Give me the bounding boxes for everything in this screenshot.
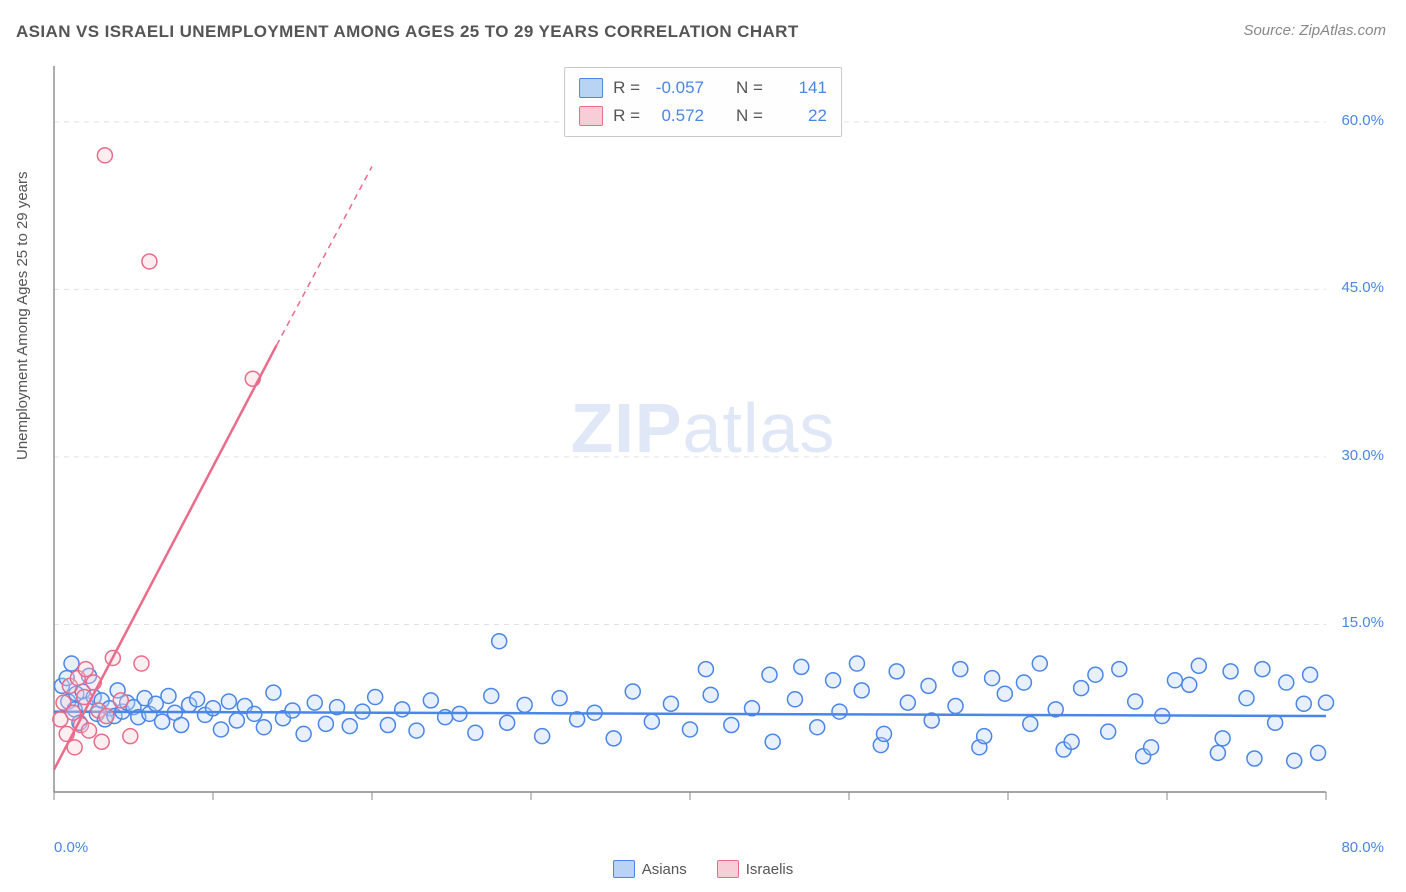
n-label: N = [736,102,763,130]
stats-swatch-israelis [579,106,603,126]
series-legend: Asians Israelis [0,860,1406,878]
r-value: 0.572 [650,102,704,130]
legend-label: Asians [642,861,687,878]
legend-swatch-asians [613,860,635,878]
legend-label: Israelis [746,861,794,878]
chart-title: ASIAN VS ISRAELI UNEMPLOYMENT AMONG AGES… [16,22,799,42]
stats-legend-box: R = -0.057 N = 141 R = 0.572 N = 22 [564,67,842,137]
scatter-plot-svg [50,62,1386,832]
n-value: 141 [773,74,827,102]
y-tick-label: 45.0% [1341,279,1384,296]
y-tick-label: 15.0% [1341,614,1384,631]
stats-swatch-asians [579,78,603,98]
r-label: R = [613,74,640,102]
legend-swatch-israelis [717,860,739,878]
r-value: -0.057 [650,74,704,102]
x-axis-max-label: 80.0% [1341,839,1384,856]
source-attribution: Source: ZipAtlas.com [1243,22,1386,39]
legend-item-asians: Asians [613,860,687,878]
x-axis-min-label: 0.0% [54,839,88,856]
chart-plot-area [50,62,1386,832]
stats-row: R = -0.057 N = 141 [579,74,827,102]
legend-item-israelis: Israelis [717,860,794,878]
n-label: N = [736,74,763,102]
y-tick-label: 30.0% [1341,447,1384,464]
stats-row: R = 0.572 N = 22 [579,102,827,130]
y-tick-label: 60.0% [1341,112,1384,129]
y-axis-label: Unemployment Among Ages 25 to 29 years [14,171,31,460]
r-label: R = [613,102,640,130]
n-value: 22 [773,102,827,130]
